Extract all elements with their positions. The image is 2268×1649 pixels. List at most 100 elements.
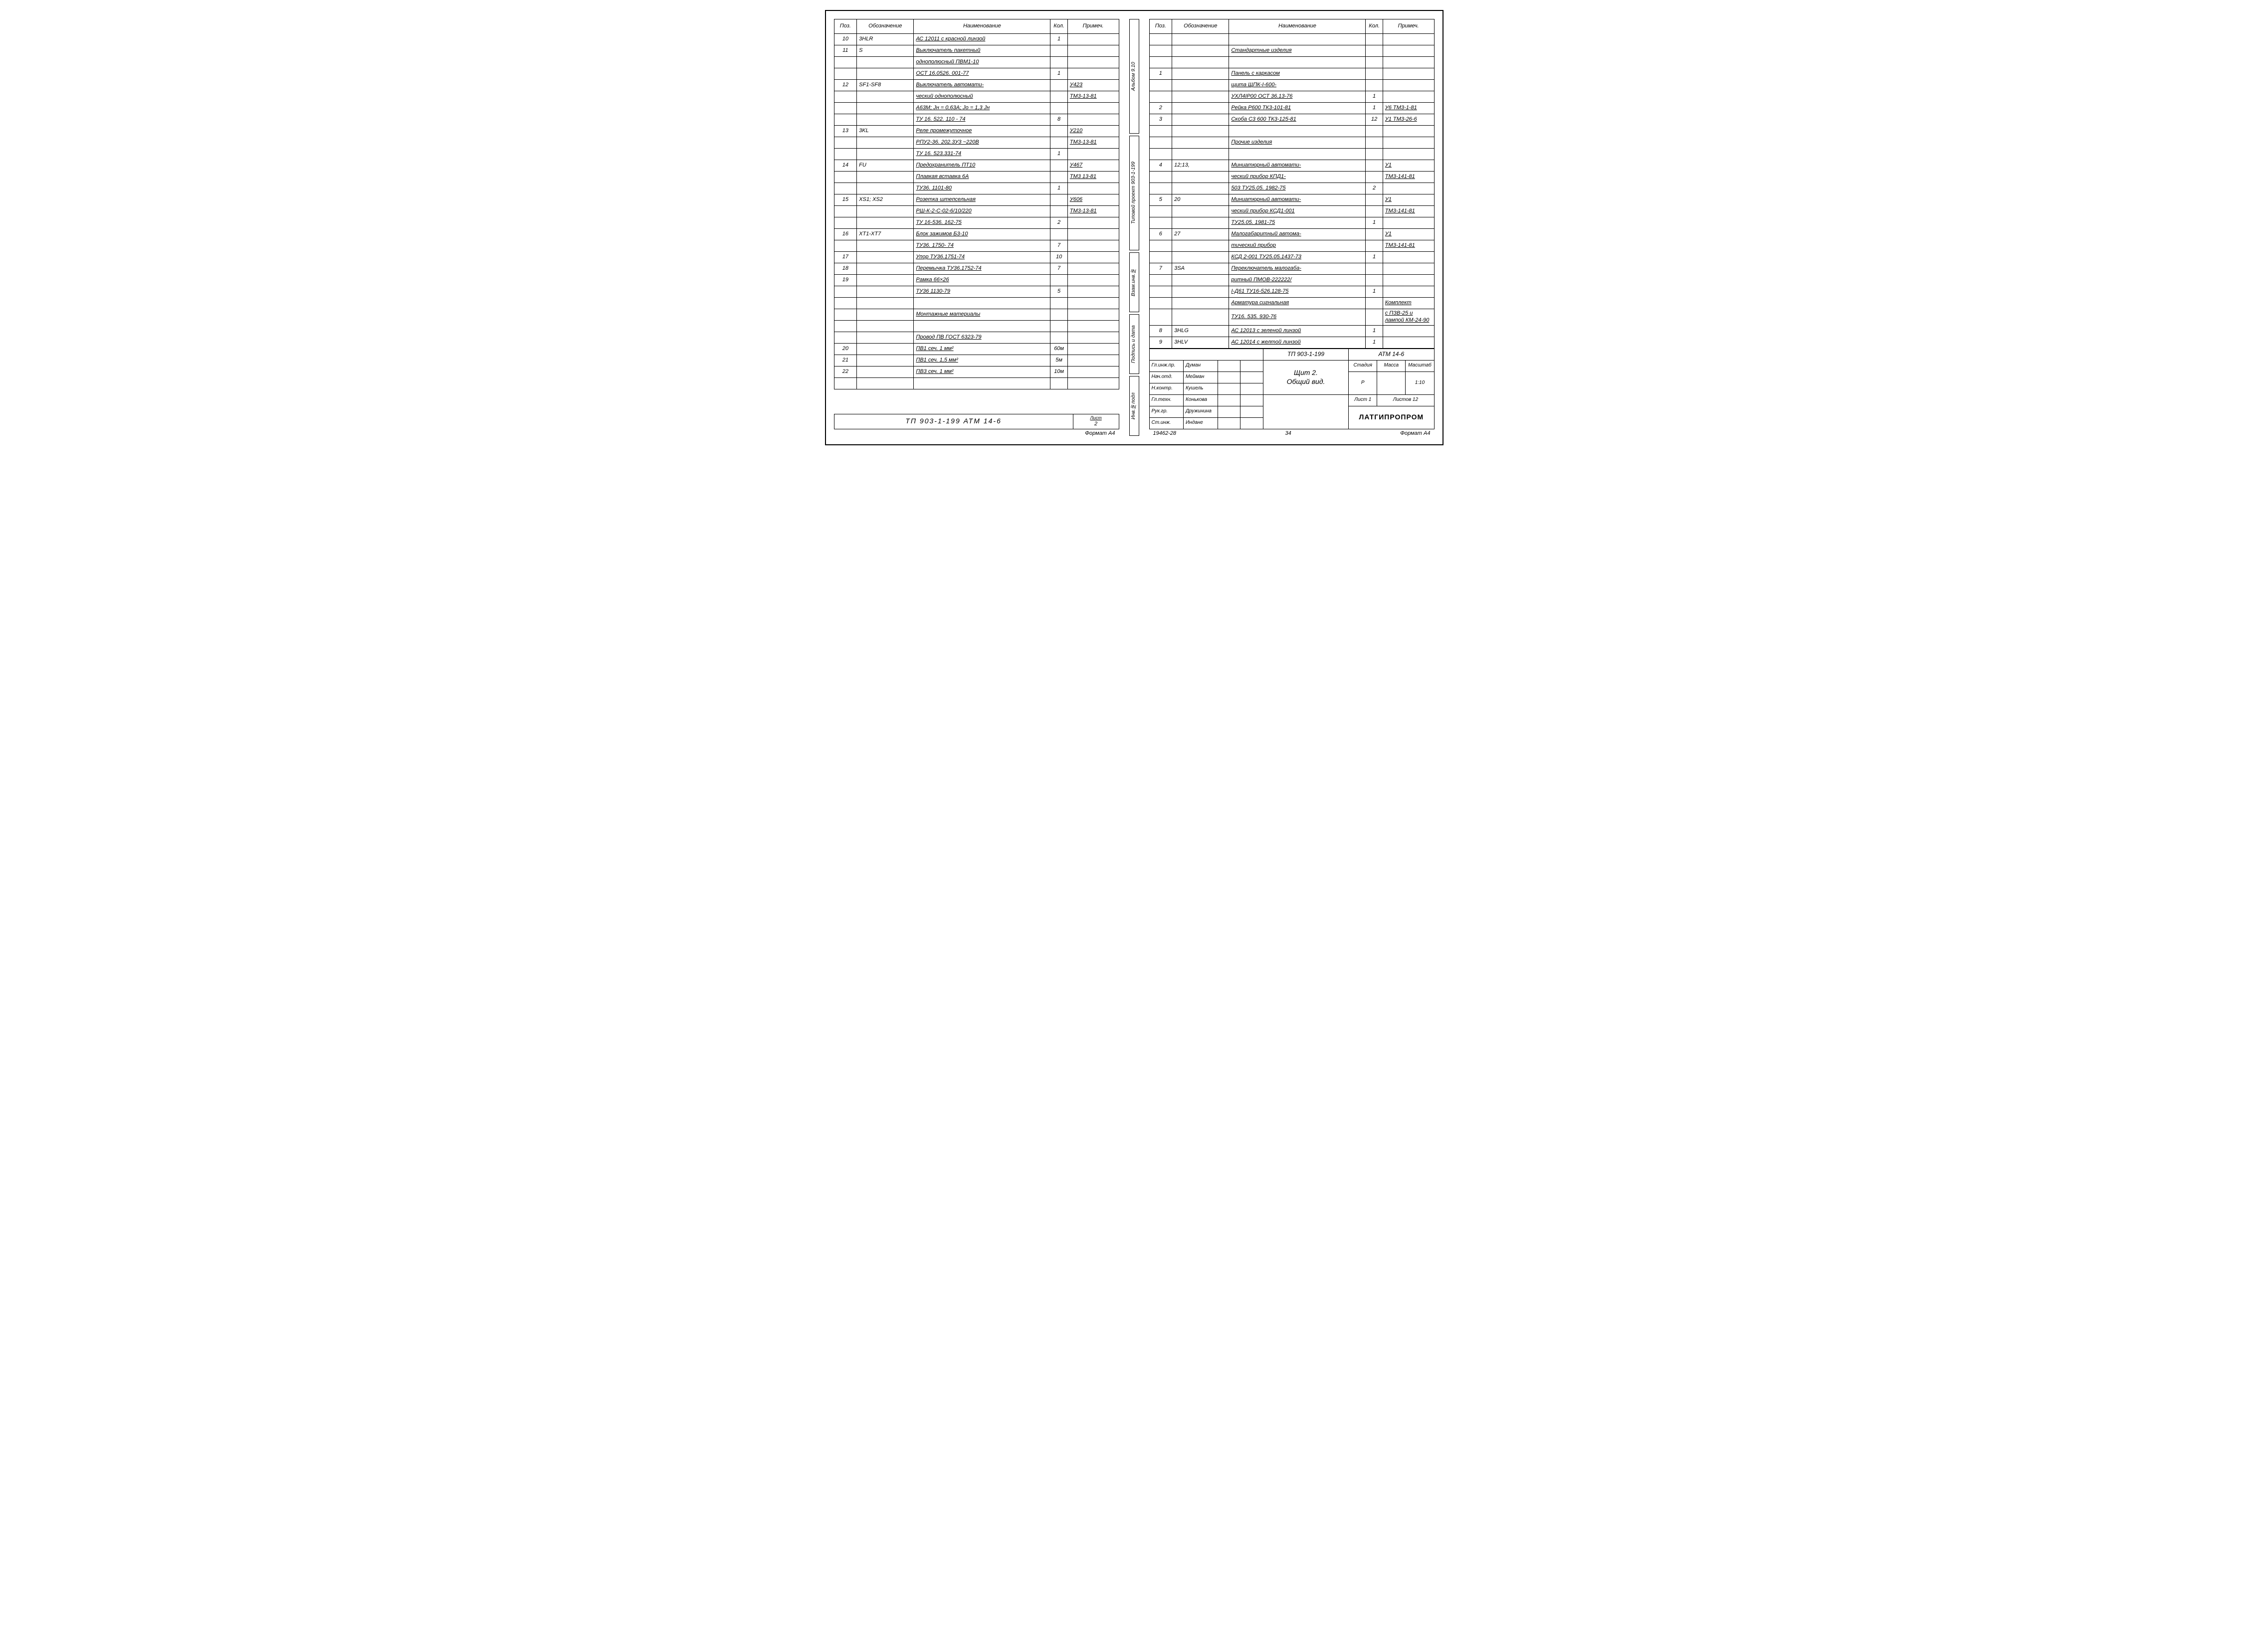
role-1-n: Мейман [1184, 371, 1218, 383]
tb-project: ТП 903-1-199 [1263, 349, 1348, 360]
table-row: ритный ПМОВ-222222/ [1149, 275, 1434, 286]
table-row [1149, 149, 1434, 160]
table-row: КСД 2-001 ТУ25.05.1437-731 [1149, 252, 1434, 263]
table-row: 412;13,Миниатюрный автомати-У1 [1149, 160, 1434, 172]
table-row: 19Рамка 66×26 [834, 275, 1119, 286]
table-row: 15XS1; XS2Розетка штепсельнаяУ606 [834, 194, 1119, 206]
table-row: 133KLРеле промежуточноеУ210 [834, 126, 1119, 137]
spine-album: Альбом 9.10 [1129, 19, 1139, 134]
table-row: Стандартные изделия [1149, 45, 1434, 57]
right-half: Поз. Обозначение Наименование Кол. Приме… [1149, 19, 1435, 436]
table-row [834, 298, 1119, 309]
hdr-pos: Поз. [834, 19, 857, 34]
table-row: ОСТ 16.0526. 001-771 [834, 68, 1119, 80]
table-row: тический приборТМ3-141-81 [1149, 240, 1434, 252]
table-row: 103HLRАС 12011 с красной линзой1 [834, 34, 1119, 45]
left-format: Формат А4 [834, 429, 1119, 436]
tb-lists-h: Листов 12 [1377, 394, 1434, 406]
table-row: 12SF1-SF8Выключатель автомати-У423 [834, 80, 1119, 91]
drawing-sheet: Поз. Обозначение Наименование Кол. Приме… [825, 10, 1443, 445]
table-row: 73SAПереключатель малогаба- [1149, 263, 1434, 275]
table-row: щита ЩПК-I-600- [1149, 80, 1434, 91]
hdr-des: Обозначение [1172, 19, 1229, 34]
tb-scale-v: 1:10 [1406, 371, 1434, 394]
table-row: 20ПВ1 сеч. 1 мм²60м [834, 344, 1119, 355]
role-5-r: Ст.инж. [1149, 417, 1184, 429]
table-row: 520Миниатюрный автомати-У1 [1149, 194, 1434, 206]
table-row: 16XT1-XT7Блок зажимов Б3-10 [834, 229, 1119, 240]
hdr-qty: Кол. [1366, 19, 1383, 34]
table-row: 21ПВ1 сеч. 1,5 мм²5м [834, 355, 1119, 366]
table-row: 18Перемычка ТУ36.1752-747 [834, 263, 1119, 275]
tb-stage-v: Р [1349, 371, 1377, 394]
tb-stage-h: Стадия [1349, 360, 1377, 371]
table-row: ТУ16. 535. 930-76с ПЗВ-25 и лампой КМ-24… [1149, 309, 1434, 326]
tb-mass-h: Масса [1377, 360, 1406, 371]
spine-project: Типовой проект 903-1-199 [1129, 136, 1139, 250]
table-row: 627Малогабаритный автома-У1 [1149, 229, 1434, 240]
hdr-des: Обозначение [857, 19, 914, 34]
table-row: ТУ 16. 522. 110 - 748 [834, 114, 1119, 126]
table-row [834, 321, 1119, 332]
role-3-r: Гл.техн. [1149, 394, 1184, 406]
table-row: Монтажные материалы [834, 309, 1119, 321]
list-header: Лист [1075, 415, 1117, 421]
table-row [834, 378, 1119, 389]
table-row: ТУ 16-536. 162-752 [834, 217, 1119, 229]
table-row: 83HLGАС 12013 с зеленой линзой1 [1149, 325, 1434, 337]
table-row: 17Упор ТУ36.1751-7410 [834, 252, 1119, 263]
tb-inv: 19462-28 [1153, 430, 1177, 436]
table-row: 11SВыключатель пакетный [834, 45, 1119, 57]
left-footer-code: ТП 903-1-199 АТМ 14-6 [834, 414, 1073, 429]
role-0-r: Гл.инж.пр. [1149, 360, 1184, 371]
tb-title2: Общий вид. [1265, 377, 1346, 386]
role-4-n: Дружинина [1184, 406, 1218, 417]
table-row: ТУ36. 1750- 747 [834, 240, 1119, 252]
hdr-pos: Поз. [1149, 19, 1172, 34]
table-row: Прочие изделия [1149, 137, 1434, 149]
table-row: РПУ2-36. 202.3У3 ~220ВТМ3-13-81 [834, 137, 1119, 149]
hdr-name: Наименование [914, 19, 1050, 34]
table-row: 503 ТУ25.05. 1982-752 [1149, 183, 1434, 194]
list-number: 2 [1075, 421, 1117, 428]
tb-page: 34 [1285, 430, 1291, 436]
spine-s1: Инв.№подл [1129, 376, 1139, 436]
table-row: 93HLVАС 12014 с желтой линзой1 [1149, 337, 1434, 348]
hdr-note: Примеч. [1067, 19, 1119, 34]
table-row: Арматура сигнальнаяКомплект [1149, 298, 1434, 309]
table-row: А63М; Jн = 0,63А; Jо = 1,3 Jн [834, 103, 1119, 114]
table-row: ТУ25.05. 1981-751 [1149, 217, 1434, 229]
table-row: 2Рейка Р600 ТК3-101-811У6 ТМ3-1-81 [1149, 103, 1434, 114]
hdr-qty: Кол. [1050, 19, 1067, 34]
table-row: 14FUПредохранитель ПТ10У467 [834, 160, 1119, 172]
left-parts-table: Поз. Обозначение Наименование Кол. Приме… [834, 19, 1119, 389]
tb-title1: Щит 2. [1265, 368, 1346, 377]
table-row: ческий прибор КПД1-ТМ3-141-81 [1149, 172, 1434, 183]
role-4-r: Рук.гр. [1149, 406, 1184, 417]
table-row: ТУ36 1130-795 [834, 286, 1119, 298]
left-footer: ТП 903-1-199 АТМ 14-6 Лист 2 Формат А4 [834, 414, 1119, 436]
table-row: Плавкая вставка 6АТМ3 13-81 [834, 172, 1119, 183]
hdr-note: Примеч. [1383, 19, 1434, 34]
table-row: 3Скоба С3 600 ТК3-125-8112У1 ТМ3-26-6 [1149, 114, 1434, 126]
table-row [1149, 57, 1434, 68]
binding-spine: Альбом 9.10 Типовой проект 903-1-199 Вза… [1129, 19, 1139, 436]
left-half: Поз. Обозначение Наименование Кол. Приме… [834, 19, 1119, 436]
table-row: I-Д61 ТУ16-526.128-751 [1149, 286, 1434, 298]
table-row: 22ПВ3 сеч. 1 мм²10м [834, 366, 1119, 378]
tb-format: Формат А4 [1400, 430, 1430, 436]
table-row: ТУ 16. 523.331-741 [834, 149, 1119, 160]
role-0-n: Думан [1184, 360, 1218, 371]
tb-sheetcode: АТМ 14-6 [1349, 349, 1434, 360]
spine-s2: Подпись и дата [1129, 314, 1139, 374]
table-row [1149, 126, 1434, 137]
role-2-n: Кушель [1184, 383, 1218, 394]
table-row [1149, 34, 1434, 45]
role-2-r: Н.контр. [1149, 383, 1184, 394]
spine-s3: Взам.инв.№ [1129, 252, 1139, 312]
table-row: РШ-К-2-С-02-6/10/220ТМ3-13-81 [834, 206, 1119, 217]
tb-list-h: Лист 1 [1349, 394, 1377, 406]
table-row: УХЛ4IР00 ОСТ 36.13-761 [1149, 91, 1434, 103]
title-block: ТП 903-1-199 АТМ 14-6 Гл.инж.пр. Думан Щ… [1149, 349, 1435, 436]
hdr-name: Наименование [1229, 19, 1366, 34]
